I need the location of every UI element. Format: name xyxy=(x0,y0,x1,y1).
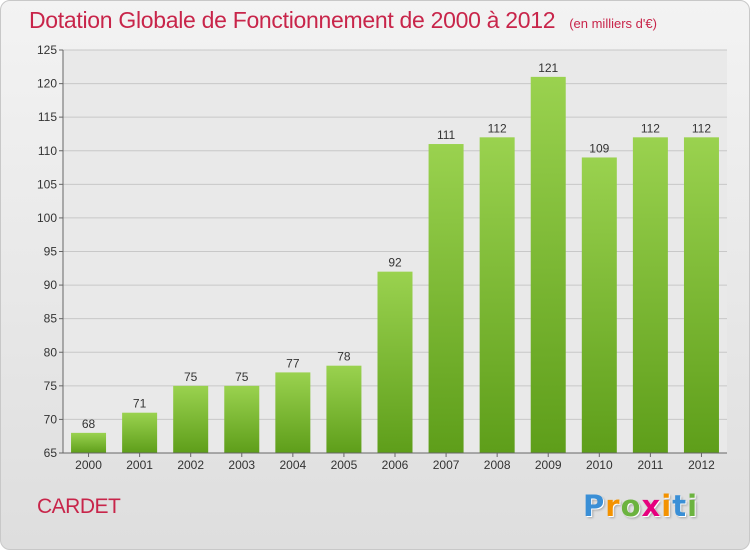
data-label: 112 xyxy=(488,121,507,135)
y-tick-label: 65 xyxy=(44,446,58,460)
bar-2011 xyxy=(632,137,668,454)
commune-name: CARDET xyxy=(37,495,121,518)
proxiti-logo[interactable]: Proxiti xyxy=(583,489,698,523)
x-tick-label: 2001 xyxy=(126,458,153,472)
data-label: 75 xyxy=(235,370,249,384)
data-label: 111 xyxy=(437,128,456,142)
x-tick-labels: 2000 2001 2002 2003 2004 2005 2006 2007 2008 2009… xyxy=(75,453,715,472)
x-tick-label: 2006 xyxy=(382,458,409,472)
bar-2003 xyxy=(224,385,260,453)
bar-2007 xyxy=(428,144,464,454)
bar-2008 xyxy=(479,137,515,454)
bars: 68 71 75 75 77 78 92 111 112 121 109 112 112 xyxy=(71,61,719,454)
y-tick-label: 85 xyxy=(44,312,58,326)
chart-title-text: Dotation Globale de Fonctionnement de 20… xyxy=(29,7,556,33)
y-tick-label: 95 xyxy=(44,245,58,259)
x-tick-label: 2011 xyxy=(637,458,663,472)
bar-2004 xyxy=(275,372,311,453)
data-label: 68 xyxy=(82,417,96,431)
y-tick-labels: 65 70 75 80 85 90 95 100 105 110 115 120 125 xyxy=(37,43,57,460)
y-tick-label: 100 xyxy=(37,211,57,225)
data-label: 78 xyxy=(337,350,351,364)
data-label: 112 xyxy=(641,121,660,135)
data-label: 109 xyxy=(589,141,609,155)
data-label: 75 xyxy=(184,370,198,384)
logo-letter: x xyxy=(641,489,662,523)
x-tick-label: 2002 xyxy=(177,458,204,472)
data-label: 77 xyxy=(286,356,300,370)
x-tick-label: 2008 xyxy=(484,458,511,472)
chart-subtitle: (en milliers d'€) xyxy=(569,16,657,31)
y-tick-label: 125 xyxy=(37,43,57,57)
bar-2002 xyxy=(173,385,209,453)
logo-letter: P xyxy=(583,489,606,523)
y-tick-label: 90 xyxy=(44,278,58,292)
logo-letter: r xyxy=(605,489,621,523)
bar-2000 xyxy=(71,432,107,453)
logo-letter: i xyxy=(687,489,699,523)
y-tick-label: 80 xyxy=(44,345,58,359)
x-tick-label: 2009 xyxy=(535,458,562,472)
data-label: 92 xyxy=(388,256,402,270)
x-tick-label: 2000 xyxy=(75,458,102,472)
bar-2010 xyxy=(581,157,617,453)
x-tick-label: 2010 xyxy=(586,458,613,472)
x-tick-label: 2003 xyxy=(228,458,255,472)
y-tick-label: 120 xyxy=(37,77,57,91)
x-tick-label: 2012 xyxy=(688,458,715,472)
bar-2006 xyxy=(377,271,413,453)
y-tick-label: 105 xyxy=(37,177,57,191)
bar-2012 xyxy=(683,137,719,454)
logo-letter: t xyxy=(672,489,688,523)
x-tick-label: 2004 xyxy=(279,458,306,472)
bar-2005 xyxy=(326,365,362,453)
y-tick-label: 115 xyxy=(38,110,57,124)
logo-letter: o xyxy=(620,489,642,523)
bar-2001 xyxy=(122,412,158,453)
y-tick-label: 75 xyxy=(44,379,58,393)
y-tick-label: 110 xyxy=(38,144,57,158)
x-tick-label: 2007 xyxy=(433,458,460,472)
y-tick-label: 70 xyxy=(44,412,58,426)
data-label: 112 xyxy=(692,121,711,135)
logo-letter: i xyxy=(661,489,673,523)
bar-2009 xyxy=(530,76,566,453)
data-label: 71 xyxy=(133,397,147,411)
data-label: 121 xyxy=(538,61,558,75)
x-tick-label: 2005 xyxy=(331,458,358,472)
chart-title: Dotation Globale de Fonctionnement de 20… xyxy=(29,7,657,34)
